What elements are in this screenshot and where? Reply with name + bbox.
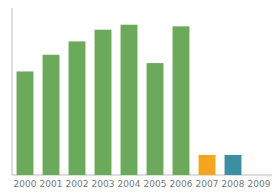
x-tick-label: 2009 [248, 179, 271, 189]
bar [251, 175, 268, 176]
bar [121, 25, 138, 175]
x-tick-label: 2001 [40, 179, 63, 189]
x-tick-label: 2002 [66, 179, 89, 189]
x-tick-label: 2006 [170, 179, 193, 189]
x-tick-label: 2008 [222, 179, 245, 189]
bar [43, 55, 60, 175]
y-axis [12, 8, 13, 175]
chart: 2000200120022003200420052006200720082009 [0, 0, 280, 195]
x-tick-label: 2000 [14, 179, 37, 189]
x-tick-label: 2004 [118, 179, 141, 189]
bar [173, 26, 190, 175]
chart-container: 2000200120022003200420052006200720082009 [0, 0, 280, 195]
bar [95, 30, 112, 175]
bar [199, 155, 216, 175]
bar [225, 155, 242, 175]
x-tick-label: 2005 [144, 179, 167, 189]
x-tick-label: 2007 [196, 179, 219, 189]
bar [147, 63, 164, 175]
bar [17, 71, 34, 175]
bar [69, 41, 86, 175]
x-tick-label: 2003 [92, 179, 115, 189]
bars [17, 25, 242, 175]
